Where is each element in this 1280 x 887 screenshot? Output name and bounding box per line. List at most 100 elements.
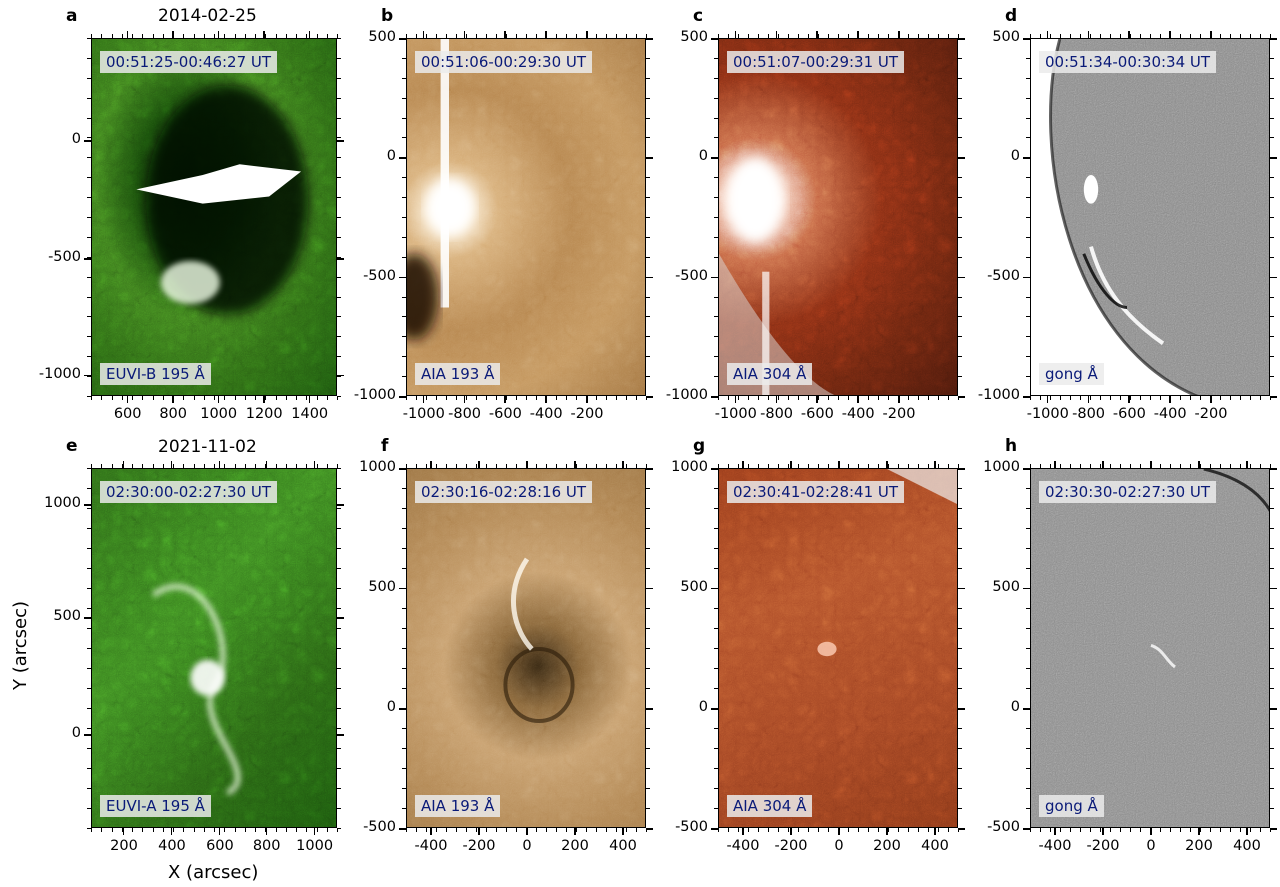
x-major-tick-top xyxy=(622,461,624,468)
y-tick-label: -500 xyxy=(363,267,396,284)
x-minor-tick-top xyxy=(878,464,879,468)
y-minor-tick-right xyxy=(1270,568,1274,569)
x-minor-tick-top xyxy=(728,34,729,38)
x-major-tick-top xyxy=(857,31,859,38)
x-major-tick-top xyxy=(934,461,936,468)
y-minor-tick xyxy=(1026,157,1030,159)
x-minor-tick xyxy=(111,396,113,400)
y-minor-tick-right xyxy=(337,396,341,397)
y-minor-tick xyxy=(1026,77,1030,79)
y-minor-tick-right xyxy=(337,77,341,79)
y-minor-tick-right xyxy=(337,808,341,809)
x-minor-tick xyxy=(888,396,889,400)
y-minor-tick xyxy=(402,568,406,569)
x-minor-tick-top xyxy=(938,34,939,38)
x-minor-tick-top xyxy=(275,464,277,468)
y-minor-tick-right xyxy=(1270,296,1274,298)
x-minor-tick-top xyxy=(506,464,507,468)
x-minor-tick xyxy=(296,828,297,832)
y-minor-tick xyxy=(714,336,718,338)
x-minor-tick-top xyxy=(142,464,144,468)
x-minor-tick xyxy=(1250,828,1251,832)
x-minor-tick xyxy=(306,828,308,832)
x-major-tick xyxy=(308,396,311,403)
x-minor-tick-top xyxy=(275,34,277,38)
x-minor-tick xyxy=(1050,396,1051,400)
x-minor-tick-top xyxy=(526,464,527,468)
y-minor-tick xyxy=(714,688,718,689)
x-minor-tick xyxy=(1200,828,1201,832)
y-minor-tick-right xyxy=(1270,117,1274,119)
y-minor-tick-right xyxy=(1270,38,1274,39)
x-minor-tick xyxy=(636,396,637,400)
x-minor-tick xyxy=(275,396,277,400)
x-minor-tick-top xyxy=(265,34,267,38)
x-minor-tick-top xyxy=(1080,34,1081,38)
y-minor-tick xyxy=(87,808,91,809)
x-tick-label: -400 xyxy=(1153,406,1187,422)
x-major-tick-top xyxy=(1102,461,1104,468)
y-minor-tick-right xyxy=(1270,97,1274,99)
y-minor-tick-right xyxy=(1270,376,1274,378)
x-minor-tick xyxy=(275,828,277,832)
y-tick-label: 0 xyxy=(698,699,708,716)
y-minor-tick-right xyxy=(1270,808,1274,809)
y-minor-tick xyxy=(87,588,91,589)
y-minor-tick-right xyxy=(1270,336,1274,338)
x-minor-tick-top xyxy=(1130,34,1131,38)
y-tick-label: 0 xyxy=(386,699,396,716)
x-minor-tick xyxy=(406,396,407,400)
x-minor-tick xyxy=(646,828,647,832)
x-minor-tick xyxy=(1260,828,1261,832)
y-minor-tick xyxy=(1026,236,1030,238)
x-minor-tick xyxy=(718,396,719,400)
x-minor-tick xyxy=(234,396,236,400)
y-minor-tick xyxy=(402,217,406,218)
y-major-tick xyxy=(84,374,91,377)
instrument-label: AIA 193 Å xyxy=(415,363,501,385)
y-minor-tick xyxy=(1026,668,1030,669)
y-tick-label: -500 xyxy=(987,819,1020,835)
y-minor-tick-right xyxy=(646,828,650,829)
y-minor-tick xyxy=(87,748,91,749)
y-tick-label: -500 xyxy=(363,819,396,835)
y-minor-tick xyxy=(87,396,91,397)
x-minor-tick xyxy=(516,828,517,832)
x-major-tick xyxy=(478,828,480,835)
y-minor-tick xyxy=(402,77,406,79)
time-range-label: 02:30:41-02:28:41 UT xyxy=(727,481,905,503)
y-minor-tick xyxy=(402,648,406,649)
x-minor-tick-top xyxy=(808,464,809,468)
x-major-tick-top xyxy=(126,31,129,38)
x-minor-tick-top xyxy=(486,464,487,468)
x-minor-tick-top xyxy=(1100,34,1101,38)
x-tick-label: 200 xyxy=(561,838,589,854)
x-minor-tick-top xyxy=(768,464,769,468)
x-tick-label: 1000 xyxy=(296,838,334,854)
x-minor-tick xyxy=(626,828,627,832)
y-minor-tick xyxy=(87,608,91,609)
x-tick-label: 1000 xyxy=(200,406,238,422)
y-minor-tick xyxy=(402,508,406,509)
x-minor-tick-top xyxy=(244,34,246,38)
y-axis-title: Y (arcsec) xyxy=(10,600,31,690)
x-minor-tick xyxy=(948,828,949,832)
y-minor-tick-right xyxy=(1270,628,1274,629)
x-minor-tick xyxy=(768,828,769,832)
y-major-tick-right xyxy=(337,374,344,377)
solar-features xyxy=(136,85,309,315)
y-minor-tick xyxy=(1026,548,1030,549)
x-major-tick xyxy=(217,396,220,403)
y-tick-label: 500 xyxy=(53,608,81,625)
y-minor-tick xyxy=(1026,336,1030,338)
y-minor-tick xyxy=(1026,316,1030,318)
instrument-label: AIA 193 Å xyxy=(415,795,501,817)
x-minor-tick-top xyxy=(948,464,949,468)
x-minor-tick xyxy=(778,396,779,400)
x-minor-tick xyxy=(606,396,607,400)
x-major-tick xyxy=(1102,828,1104,835)
y-minor-tick xyxy=(1026,728,1030,729)
x-minor-tick xyxy=(938,828,939,832)
x-major-tick-top xyxy=(313,461,316,468)
x-minor-tick-top xyxy=(224,464,226,468)
